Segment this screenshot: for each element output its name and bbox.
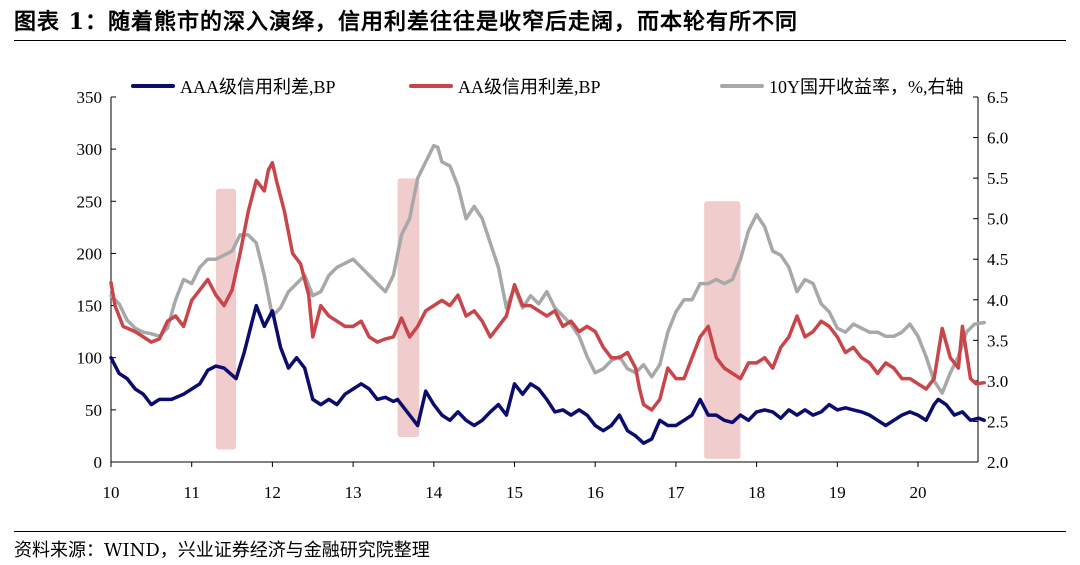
left-tick-label: 300 bbox=[77, 140, 103, 159]
x-tick-label: 17 bbox=[667, 483, 685, 502]
title-underline bbox=[14, 40, 1066, 41]
x-tick-label: 14 bbox=[425, 483, 443, 502]
left-tick-label: 100 bbox=[77, 349, 103, 368]
series-lines bbox=[109, 143, 986, 445]
source-note: 资料来源：WIND，兴业证券经济与金融研究院整理 bbox=[14, 540, 430, 561]
right-tick-label: 3.5 bbox=[987, 331, 1008, 350]
x-tick-label: 12 bbox=[264, 483, 281, 502]
axes: 0 50 100 150 200 250 300 350 2.0 2.5 3.0 3.5 4.0 4.5 5… bbox=[77, 88, 1009, 502]
left-tick-label: 200 bbox=[77, 244, 103, 263]
x-tick-label: 18 bbox=[748, 483, 765, 502]
left-tick-label: 350 bbox=[77, 88, 103, 107]
source-rule bbox=[14, 531, 1066, 532]
legend-cdb-10y-label: 10Y国开收益率，%,右轴 bbox=[769, 77, 964, 97]
x-tick-label: 15 bbox=[506, 483, 523, 502]
aa-spread-line bbox=[109, 160, 986, 412]
aaa-spread-line bbox=[109, 303, 986, 445]
right-tick-label: 4.5 bbox=[987, 250, 1008, 269]
right-tick-label: 4.0 bbox=[987, 291, 1008, 310]
shaded-period-3 bbox=[704, 201, 741, 459]
cdb-10y-yield-line bbox=[109, 143, 986, 395]
x-tick-label: 11 bbox=[184, 483, 200, 502]
right-tick-label: 3.0 bbox=[987, 372, 1008, 391]
legend: AAA级信用利差,BP AA级信用利差,BP 10Y国开收益率，%,右轴 bbox=[131, 77, 964, 97]
left-tick-label: 250 bbox=[77, 192, 103, 211]
x-tick-label: 19 bbox=[829, 483, 846, 502]
left-tick-label: 150 bbox=[77, 297, 103, 316]
x-tick-label: 16 bbox=[587, 483, 604, 502]
shaded-period-2 bbox=[397, 178, 420, 437]
chart-title: 图表 1：随着熊市的深入演绎，信用利差往往是收窄后走阔，而本轮有所不同 bbox=[14, 9, 798, 35]
x-tick-label: 13 bbox=[345, 483, 362, 502]
right-tick-label: 2.5 bbox=[987, 412, 1008, 431]
legend-aa-label: AA级信用利差,BP bbox=[458, 77, 601, 97]
right-tick-label: 2.0 bbox=[987, 453, 1008, 472]
left-tick-label: 0 bbox=[94, 453, 103, 472]
right-tick-label: 5.5 bbox=[987, 169, 1008, 188]
right-tick-label: 6.0 bbox=[987, 129, 1008, 148]
legend-aaa-label: AAA级信用利差,BP bbox=[180, 77, 336, 97]
shaded-periods bbox=[215, 178, 741, 459]
left-tick-label: 50 bbox=[85, 401, 102, 420]
right-tick-label: 6.5 bbox=[987, 88, 1008, 107]
x-tick-label: 10 bbox=[103, 483, 120, 502]
right-tick-label: 5.0 bbox=[987, 210, 1008, 229]
shaded-period-1 bbox=[215, 188, 237, 450]
x-tick-label: 20 bbox=[910, 483, 927, 502]
